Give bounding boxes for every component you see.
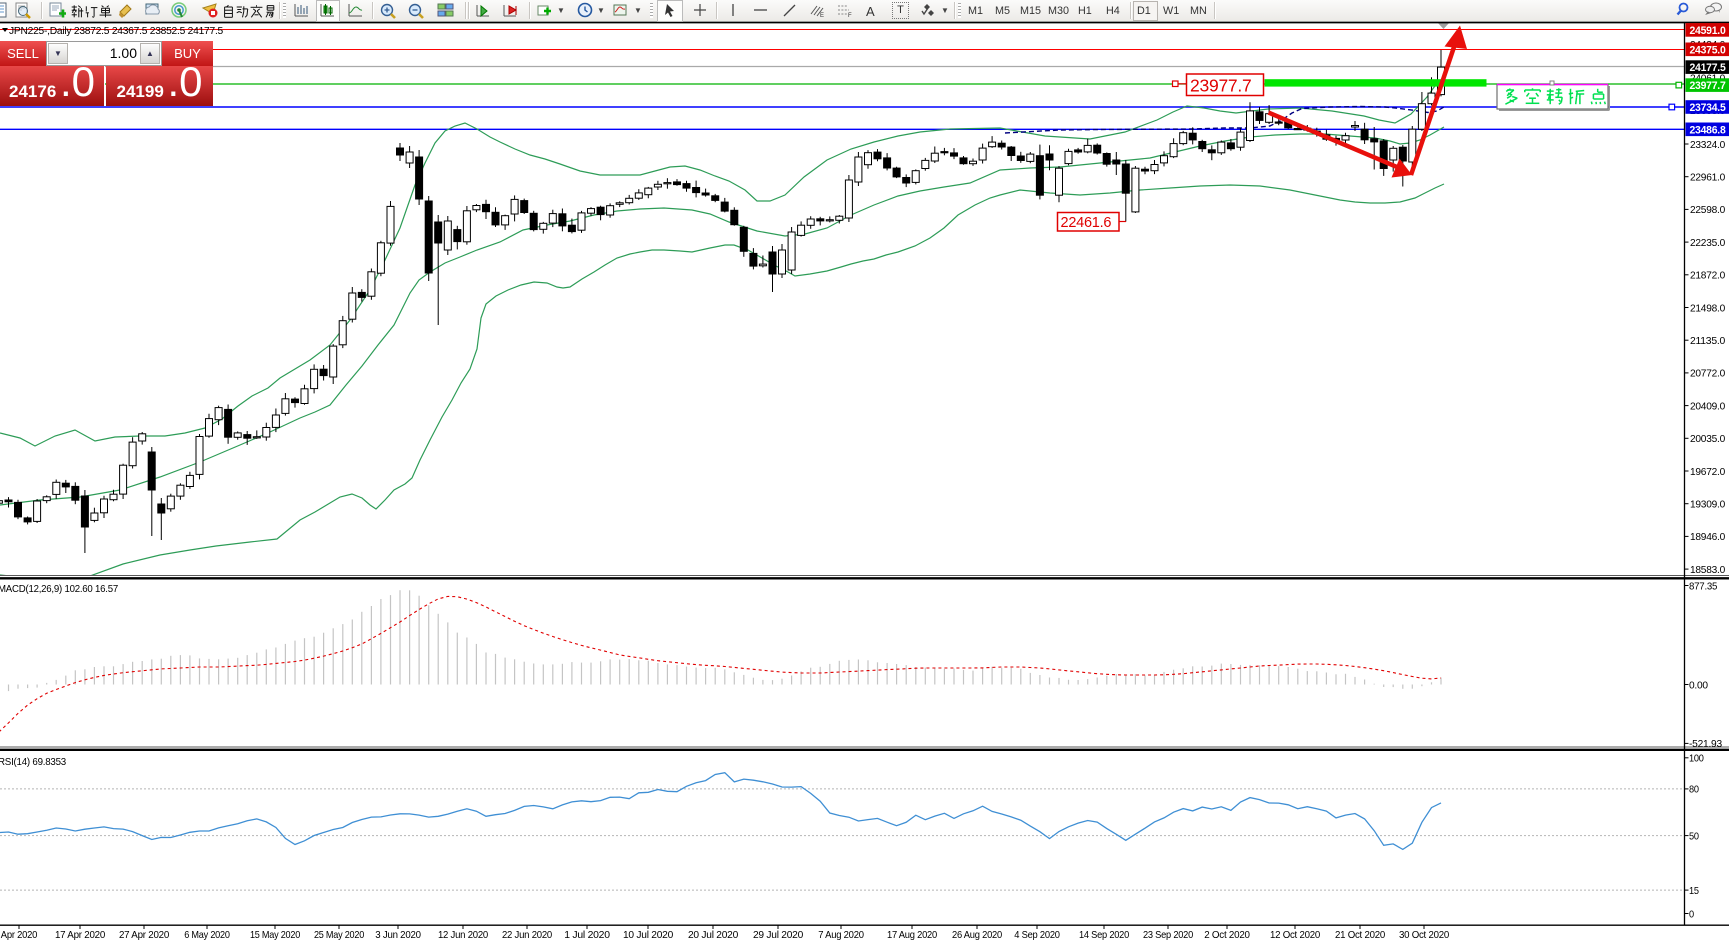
svg-text:JPN225-,Daily 23872.5 24367.5: JPN225-,Daily 23872.5 24367.5 23852.5 24…	[9, 26, 224, 37]
svg-text:12 Oct 2020: 12 Oct 2020	[1270, 930, 1320, 941]
svg-text:26 Aug 2020: 26 Aug 2020	[952, 930, 1002, 941]
svg-text:27 Apr 2020: 27 Apr 2020	[119, 930, 169, 941]
svg-text:21 Oct 2020: 21 Oct 2020	[1335, 930, 1385, 941]
svg-text:12 Jun 2020: 12 Jun 2020	[438, 930, 488, 941]
svg-text:-521.93: -521.93	[1689, 738, 1722, 750]
svg-text:7 Aug 2020: 7 Aug 2020	[818, 930, 864, 941]
svg-text:18583.0: 18583.0	[1690, 564, 1725, 576]
svg-text:20772.0: 20772.0	[1690, 368, 1725, 380]
svg-text:15: 15	[1689, 885, 1699, 897]
svg-text:24591.0: 24591.0	[1690, 25, 1726, 37]
svg-text:21498.0: 21498.0	[1690, 302, 1725, 314]
svg-text:25 May 2020: 25 May 2020	[314, 930, 364, 941]
svg-text:22598.0: 22598.0	[1690, 204, 1725, 216]
svg-text:23324.0: 23324.0	[1690, 139, 1725, 151]
svg-text:4 Sep 2020: 4 Sep 2020	[1014, 930, 1060, 941]
svg-text:22461.6: 22461.6	[1061, 215, 1112, 231]
svg-text:3 Jun 2020: 3 Jun 2020	[375, 930, 421, 941]
svg-text:80: 80	[1689, 784, 1699, 796]
svg-text:23 Sep 2020: 23 Sep 2020	[1143, 930, 1193, 941]
svg-text:6 May 2020: 6 May 2020	[184, 930, 230, 941]
svg-text:24177.5: 24177.5	[1690, 62, 1726, 74]
svg-text:50: 50	[1689, 830, 1699, 842]
svg-text:20035.0: 20035.0	[1690, 433, 1725, 445]
svg-text:18946.0: 18946.0	[1690, 531, 1725, 543]
svg-text:MACD(12,26,9) 102.60 16.57: MACD(12,26,9) 102.60 16.57	[0, 583, 118, 595]
svg-text:Apr 2020: Apr 2020	[1, 930, 38, 941]
svg-text:21872.0: 21872.0	[1690, 270, 1725, 282]
svg-text:E: E	[820, 13, 824, 19]
svg-text:10 Jul 2020: 10 Jul 2020	[623, 930, 674, 941]
svg-text:23734.5: 23734.5	[1690, 102, 1726, 114]
svg-text:19309.0: 19309.0	[1690, 499, 1725, 511]
svg-text:14 Sep 2020: 14 Sep 2020	[1079, 930, 1129, 941]
svg-text:877.35: 877.35	[1689, 580, 1718, 592]
svg-text:23486.8: 23486.8	[1690, 124, 1726, 136]
svg-text:24375.0: 24375.0	[1690, 44, 1726, 56]
svg-text:F: F	[848, 13, 852, 19]
svg-text:1 Jul 2020: 1 Jul 2020	[564, 930, 610, 941]
svg-text:30 Oct 2020: 30 Oct 2020	[1399, 930, 1449, 941]
svg-text:23977.7: 23977.7	[1190, 76, 1252, 96]
svg-text:22235.0: 22235.0	[1690, 237, 1725, 249]
svg-text:2 Oct 2020: 2 Oct 2020	[1204, 930, 1250, 941]
svg-text:29 Jul 2020: 29 Jul 2020	[753, 930, 804, 941]
svg-text:0.00: 0.00	[1689, 679, 1708, 691]
svg-text:15 May 2020: 15 May 2020	[250, 930, 300, 941]
svg-text:19672.0: 19672.0	[1690, 466, 1725, 478]
svg-text:22961.0: 22961.0	[1690, 172, 1725, 184]
svg-text:0: 0	[1689, 908, 1694, 920]
svg-text:17 Aug 2020: 17 Aug 2020	[887, 930, 937, 941]
svg-text:21135.0: 21135.0	[1690, 335, 1725, 347]
svg-text:17 Apr 2020: 17 Apr 2020	[55, 930, 105, 941]
svg-text:20409.0: 20409.0	[1690, 400, 1725, 412]
svg-text:100: 100	[1689, 753, 1704, 765]
svg-text:RSI(14) 69.8353: RSI(14) 69.8353	[0, 756, 66, 768]
svg-text:20 Jul 2020: 20 Jul 2020	[688, 930, 739, 941]
svg-text:22 Jun 2020: 22 Jun 2020	[502, 930, 552, 941]
svg-text:23977.7: 23977.7	[1690, 80, 1726, 92]
